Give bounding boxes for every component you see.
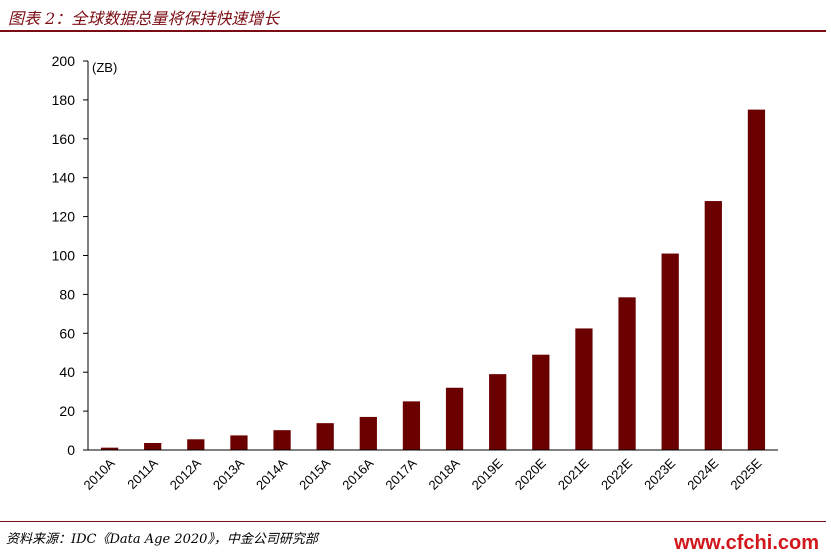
x-tick-label: 2022E (598, 455, 635, 492)
bar-2011A (144, 442, 162, 450)
y-tick-label: 200 (52, 53, 76, 69)
x-axis: 2010A 2011A 2012A 2013A 2014A 2015A 2016A 2017A… (80, 449, 778, 493)
x-tick-label: 2011A (124, 455, 161, 492)
y-axis: 0 20 40 60 80 100 120 140 160 180 200 (52, 53, 89, 458)
y-tick-label: 100 (52, 248, 76, 264)
figure-title: 图表 2：全球数据总量将保持快速增长 (8, 9, 280, 28)
y-tick-label: 20 (59, 403, 75, 419)
y-tick-label: 180 (52, 92, 76, 108)
bottom-divider (0, 521, 826, 522)
bar-2016A (359, 416, 377, 450)
bar-2017A (402, 401, 421, 450)
bar-2023E (661, 253, 679, 450)
x-tick-label: 2020E (512, 455, 549, 492)
bar-2024E (704, 201, 722, 450)
y-tick-label: 40 (59, 364, 75, 380)
bar-2019E (489, 374, 507, 450)
x-tick-label: 2018A (425, 455, 462, 492)
y-tick-label: 0 (67, 442, 75, 458)
bar-2012A (187, 439, 205, 450)
x-tick-label: 2024E (684, 455, 721, 492)
bar-2014A (273, 430, 291, 450)
x-tick-label: 2021E (555, 455, 592, 492)
x-tick-label: 2014A (253, 455, 290, 492)
bar-2015A (316, 423, 334, 450)
bar-2025E (747, 109, 766, 450)
x-tick-label: 2010A (80, 455, 117, 492)
bar-2021E (575, 328, 593, 450)
x-tick-label: 2023E (641, 455, 678, 492)
bars (100, 109, 766, 450)
bar-2022E (618, 297, 636, 450)
source-note: 资料来源：IDC《Data Age 2020》，中金公司研究部 (6, 532, 318, 547)
x-tick-label: 2015A (296, 455, 333, 492)
x-tick-label: 2017A (382, 455, 419, 492)
top-divider (0, 30, 826, 32)
x-tick-label: 2013A (210, 455, 247, 492)
y-tick-label: 120 (52, 209, 76, 225)
unit-label: (ZB) (92, 60, 117, 75)
y-tick-label: 60 (59, 325, 75, 341)
y-tick-label: 80 (59, 286, 75, 302)
bar-2018A (445, 387, 464, 450)
x-tick-label: 2012A (167, 455, 204, 492)
bar-2010A (100, 447, 119, 450)
bar-2013A (230, 435, 248, 450)
bar-2020E (532, 354, 550, 450)
x-tick-label: 2016A (339, 455, 376, 492)
y-tick-label: 140 (52, 170, 76, 186)
y-tick-label: 160 (52, 131, 76, 147)
site-watermark: www.cfchi.com (674, 532, 819, 554)
x-tick-label: 2025E (727, 455, 764, 492)
x-tick-label: 2019E (469, 455, 506, 492)
